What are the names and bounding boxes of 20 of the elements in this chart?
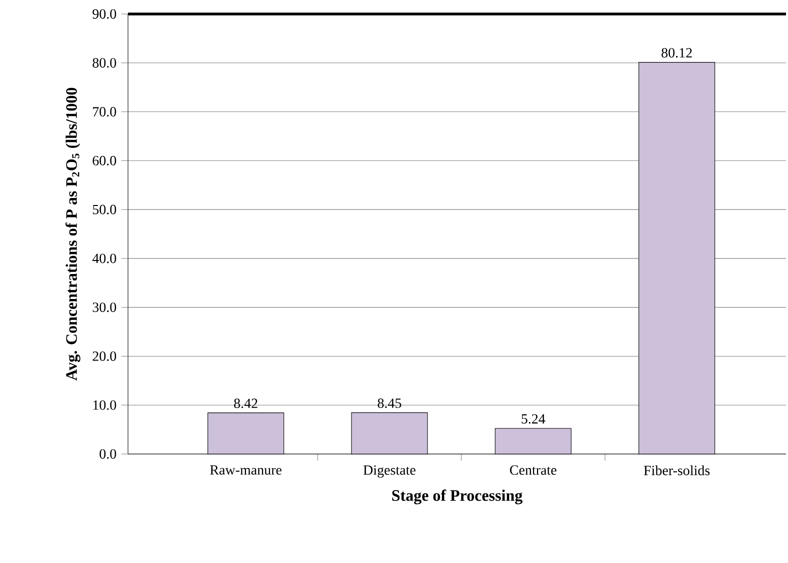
data-label: 80.12 (662, 48, 692, 58)
y-tick-label: 20.0 (92, 351, 116, 361)
y-tick-label: 50.0 (92, 204, 116, 214)
x-tick-label: Centrate (510, 465, 556, 475)
y-tick-label: 60.0 (92, 156, 116, 166)
x-tick-label: Raw-manure (210, 465, 282, 475)
y-tick-label: 30.0 (92, 302, 116, 312)
y-axis-title: Avg. Concentrations of P as P$_{2}$O$_{5}$ (lbs/1000 (66, 88, 80, 381)
data-label: 8.42 (234, 398, 258, 408)
y-tick-label: 0.0 (100, 449, 116, 459)
data-label: 8.45 (378, 398, 402, 408)
x-tick-label: Fiber-solids (644, 465, 710, 476)
y-tick-label: 80.0 (92, 58, 116, 68)
y-tick-label: 10.0 (93, 400, 116, 410)
data-label: 5.24 (522, 414, 546, 424)
x-tick-label: Digestate (363, 465, 416, 478)
y-tick-label: 90.0 (92, 9, 116, 19)
y-tick-label: 70.0 (93, 107, 116, 117)
x-axis-title: Stage of Processing (392, 489, 522, 504)
y-tick-label: 40.0 (92, 254, 116, 264)
